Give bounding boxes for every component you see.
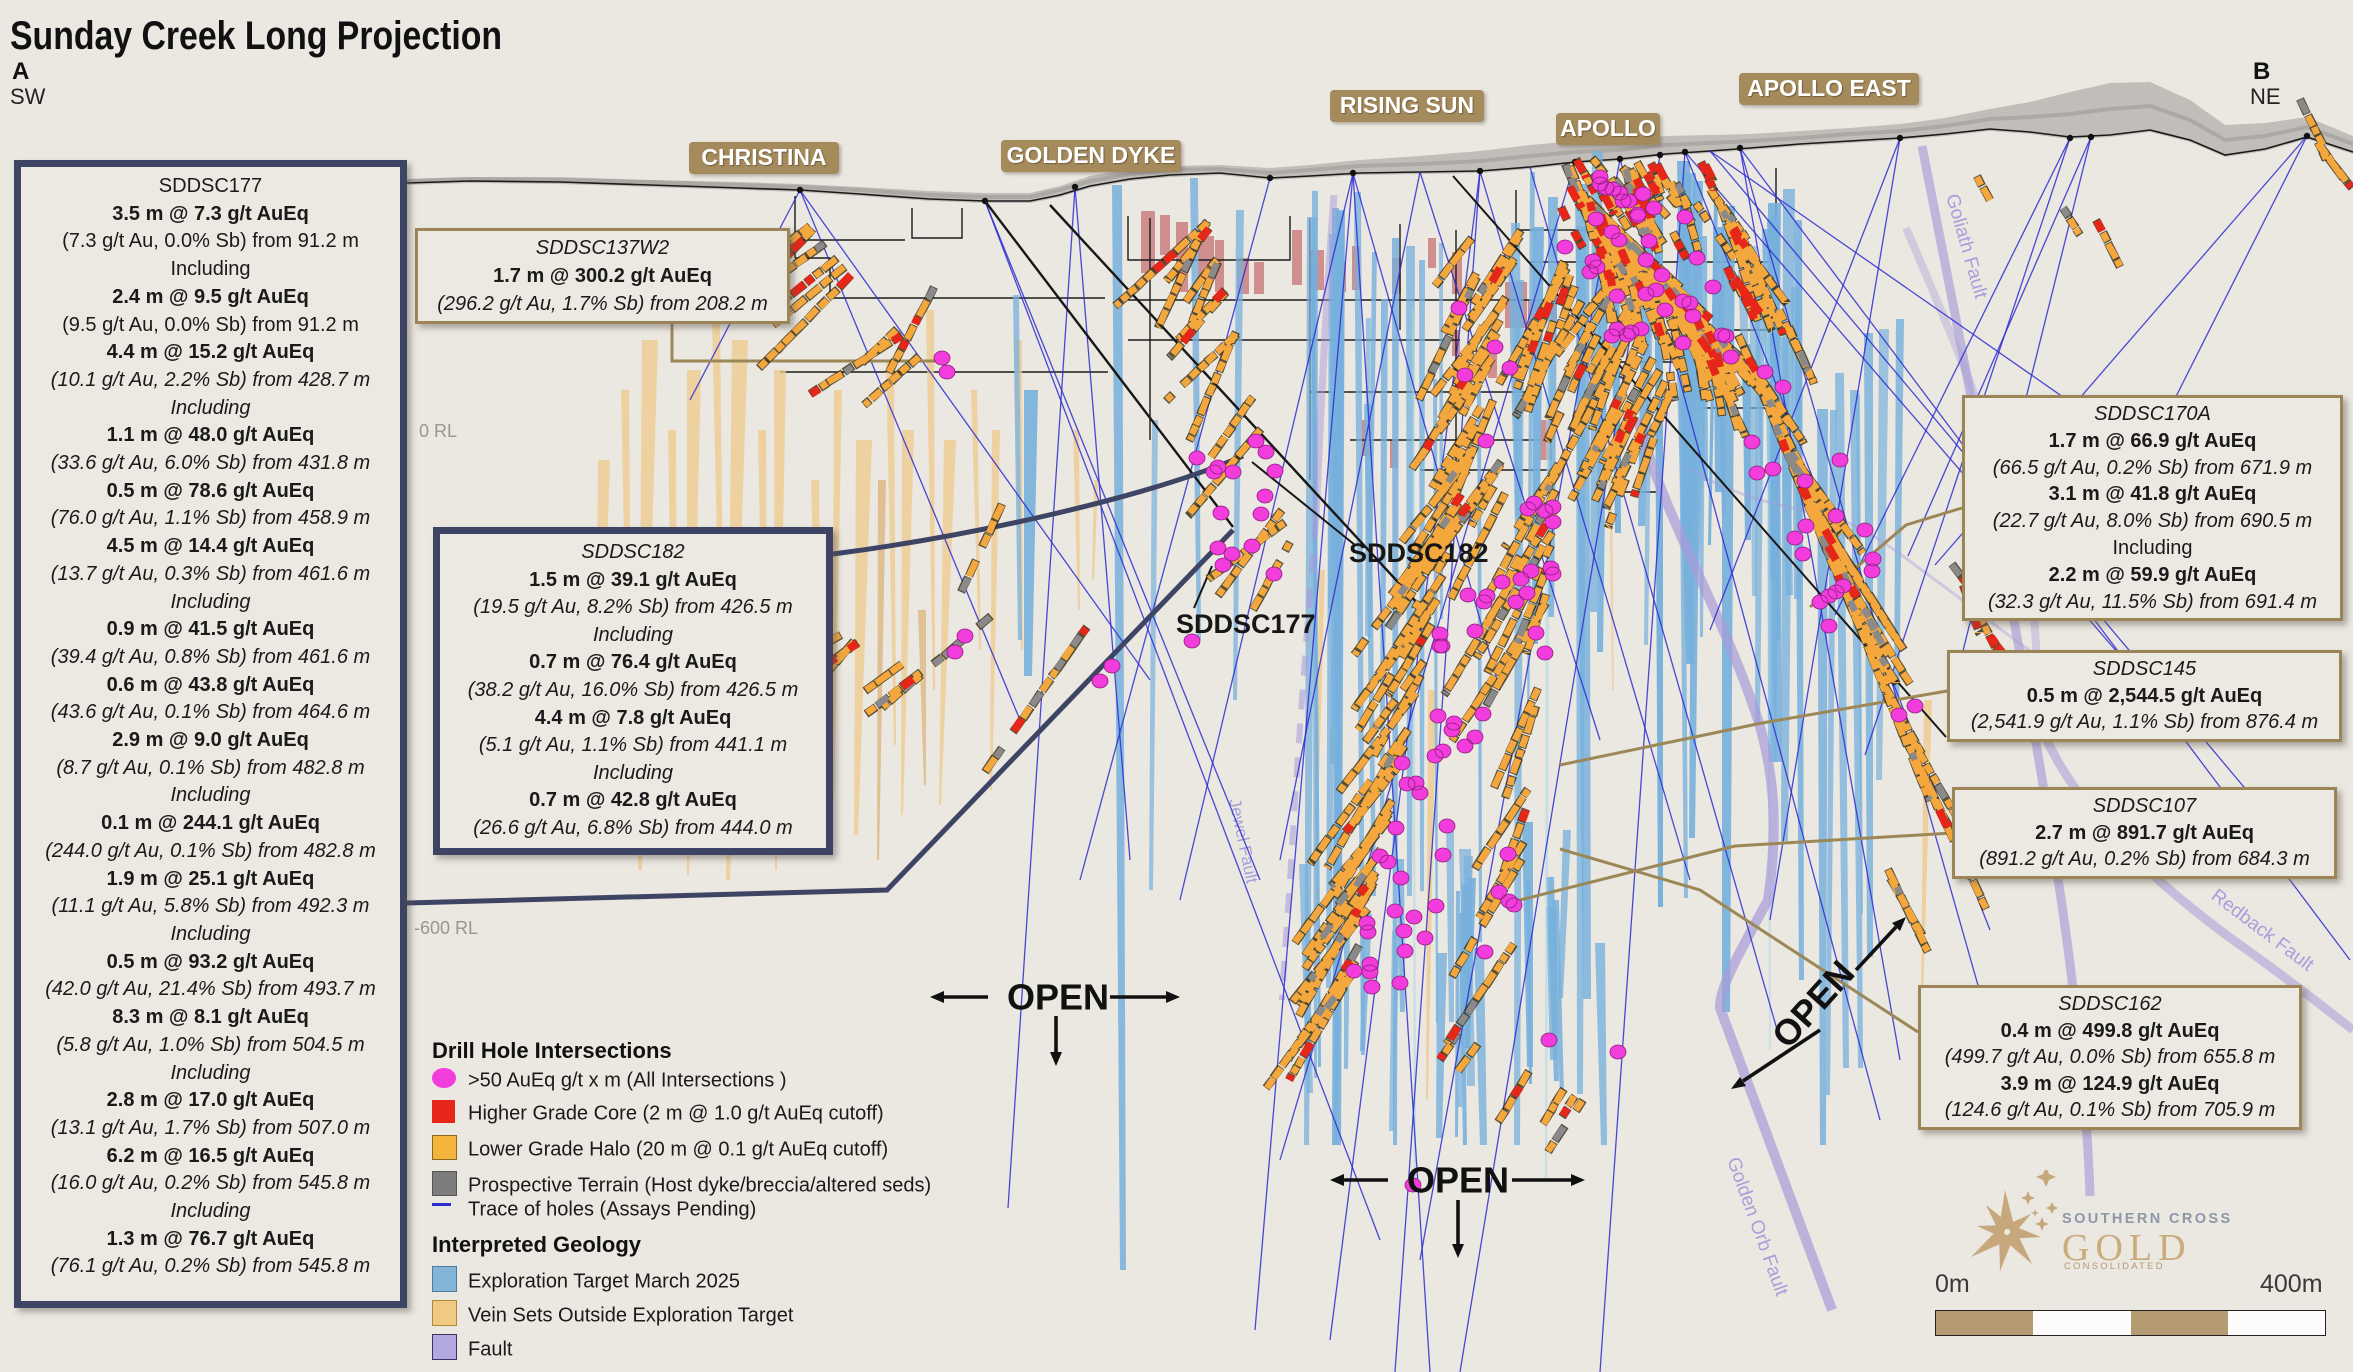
svg-text:0 RL: 0 RL	[419, 421, 457, 441]
svg-text:OPEN: OPEN	[1007, 977, 1109, 1018]
svg-text:OPEN: OPEN	[1407, 1160, 1509, 1201]
svg-text:SDDSC177: SDDSC177	[1176, 609, 1316, 639]
svg-text:-600 RL: -600 RL	[414, 918, 478, 938]
svg-text:SDDSC182: SDDSC182	[1349, 538, 1489, 568]
